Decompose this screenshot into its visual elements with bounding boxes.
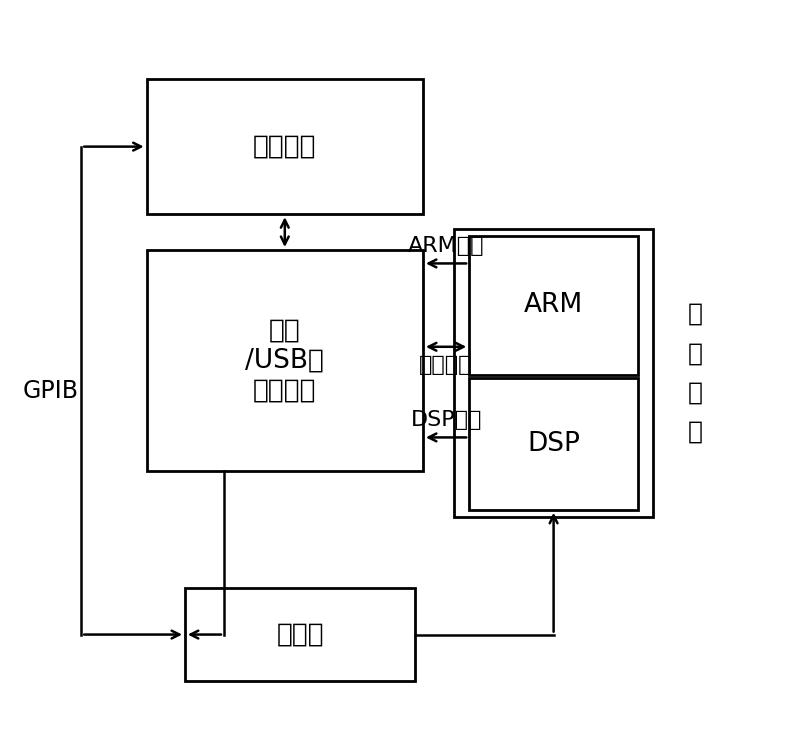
Text: 控制设备: 控制设备 bbox=[253, 134, 317, 160]
Text: 综测仪: 综测仪 bbox=[276, 622, 324, 648]
Bar bbox=[469, 378, 638, 510]
Text: 串口
/USB口
转换单元: 串口 /USB口 转换单元 bbox=[246, 318, 324, 404]
Text: DSP跟踪: DSP跟踪 bbox=[410, 410, 482, 430]
Bar bbox=[146, 79, 423, 214]
Text: ARM跟踪: ARM跟踪 bbox=[408, 236, 484, 256]
Text: DSP: DSP bbox=[527, 431, 580, 457]
Bar bbox=[146, 250, 423, 470]
Text: 原语收发: 原语收发 bbox=[419, 355, 473, 375]
Bar bbox=[185, 588, 415, 681]
Text: ARM: ARM bbox=[524, 292, 583, 318]
Bar bbox=[454, 229, 654, 517]
Bar bbox=[469, 236, 638, 375]
Text: 被
测
终
端: 被 测 终 端 bbox=[688, 302, 703, 444]
Text: GPIB: GPIB bbox=[22, 378, 78, 403]
